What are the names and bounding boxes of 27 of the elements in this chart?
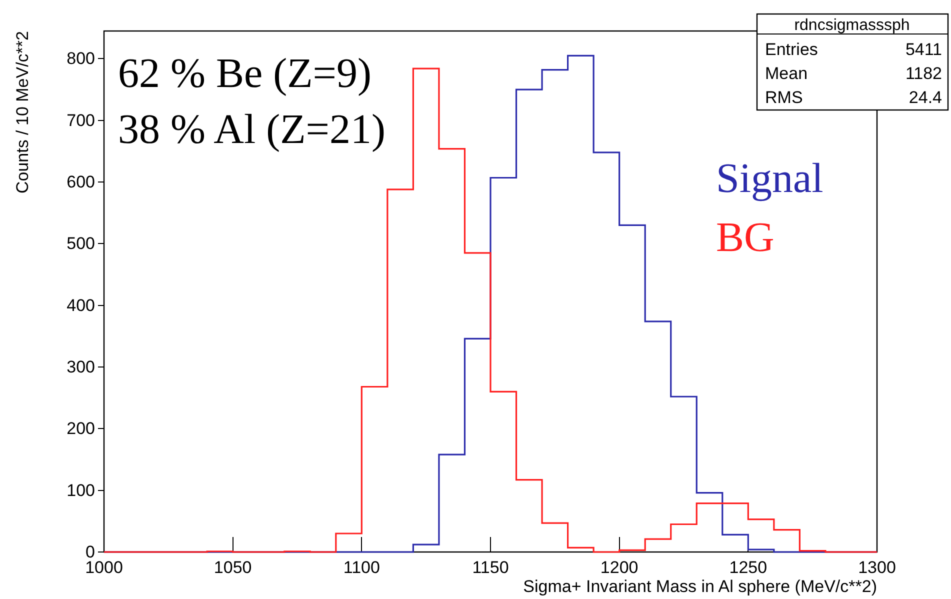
text: BG — [716, 215, 774, 261]
y-axis-title: Counts / 10 MeV/c**2 — [13, 31, 32, 194]
text: 24.4 — [908, 88, 942, 107]
annotation: Mean — [765, 64, 808, 83]
text: 5411 — [905, 40, 942, 59]
y-tick-label: 700 — [66, 110, 95, 130]
annotation: rdncsigmasssph — [794, 17, 910, 34]
y-tick-label: 200 — [66, 419, 95, 438]
annotation: 62 % Be (Z=9) — [118, 51, 372, 97]
x-tick-label: 1250 — [729, 558, 768, 578]
x-tick-label: 1300 — [858, 558, 896, 578]
y-tick-label: 800 — [66, 49, 95, 68]
x-tick-label: 1100 — [343, 558, 380, 578]
annotation: Entries — [765, 40, 818, 59]
series-label: Signal — [716, 156, 824, 202]
y-tick-label: 300 — [66, 357, 95, 376]
x-tick-label: 1050 — [214, 558, 252, 578]
y-tick-label: 400 — [66, 296, 95, 315]
x-tick-label: 1150 — [472, 558, 509, 578]
y-tick-label: 600 — [66, 172, 95, 192]
text: 1182 — [905, 64, 942, 83]
y-tick-label: 500 — [66, 234, 95, 254]
y-tick-label: 100 — [66, 480, 95, 500]
x-tick-label: 1200 — [600, 558, 638, 578]
x-axis-title: Sigma+ Invariant Mass in Al sphere (MeV/c**2) — [523, 577, 877, 596]
annotation: RMS — [765, 88, 803, 107]
annotation: 38 % Al (Z=21) — [118, 107, 386, 153]
